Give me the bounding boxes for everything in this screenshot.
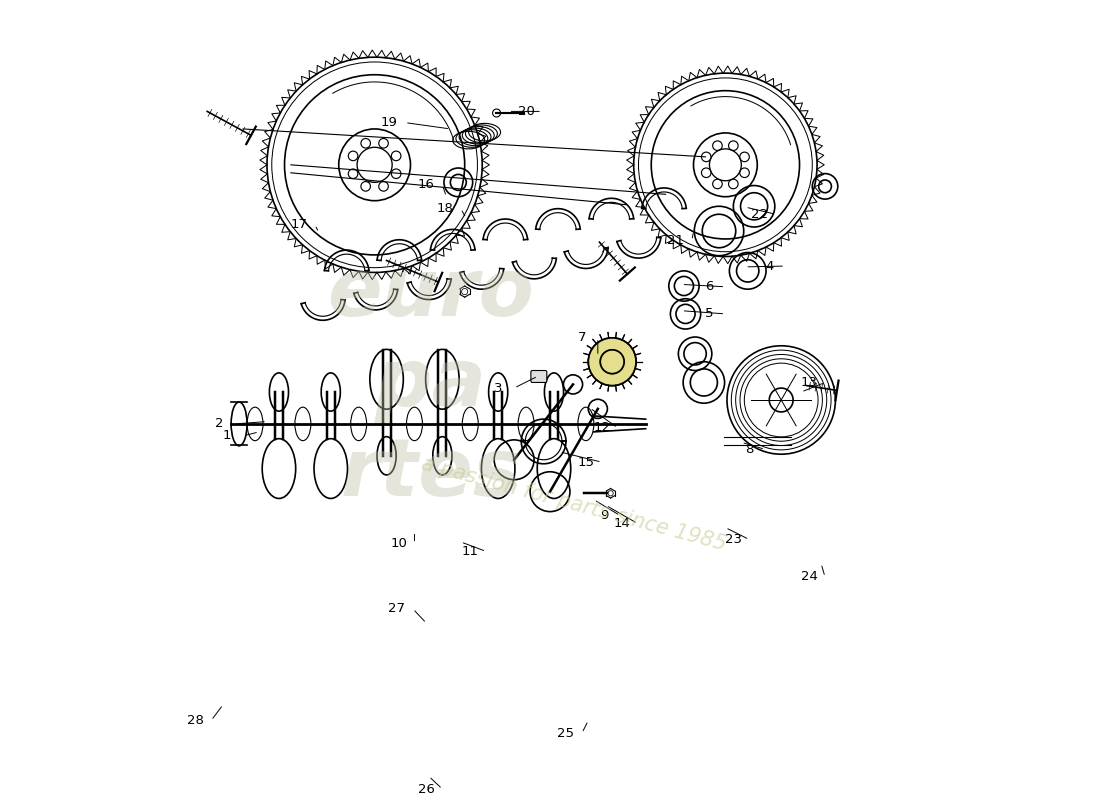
Text: 10: 10 bbox=[390, 537, 407, 550]
Text: 7: 7 bbox=[578, 331, 586, 344]
Text: 25: 25 bbox=[558, 726, 574, 740]
Text: 8: 8 bbox=[745, 443, 754, 456]
Text: 27: 27 bbox=[388, 602, 406, 615]
Text: 9: 9 bbox=[600, 509, 608, 522]
Text: 21: 21 bbox=[668, 234, 684, 247]
Text: 13: 13 bbox=[801, 376, 817, 389]
Text: 11: 11 bbox=[462, 545, 478, 558]
Text: 12: 12 bbox=[593, 422, 611, 434]
Text: 18: 18 bbox=[437, 202, 453, 215]
Text: 5: 5 bbox=[705, 307, 714, 321]
Text: 22: 22 bbox=[751, 208, 768, 221]
Text: 24: 24 bbox=[801, 570, 817, 583]
Text: 2: 2 bbox=[214, 418, 223, 430]
Text: 15: 15 bbox=[578, 456, 594, 469]
Text: euro
pa
rtes: euro pa rtes bbox=[327, 255, 534, 514]
Text: a passion for parts since 1985: a passion for parts since 1985 bbox=[419, 454, 728, 554]
Text: 19: 19 bbox=[381, 116, 397, 129]
Text: 16: 16 bbox=[418, 178, 434, 191]
Text: 20: 20 bbox=[518, 105, 535, 118]
Text: 1: 1 bbox=[223, 430, 231, 442]
Text: 26: 26 bbox=[418, 782, 434, 795]
Circle shape bbox=[588, 338, 636, 386]
Text: 3: 3 bbox=[494, 382, 503, 394]
Text: 23: 23 bbox=[725, 533, 741, 546]
Text: 14: 14 bbox=[614, 517, 630, 530]
Text: 4: 4 bbox=[764, 259, 773, 273]
Text: 6: 6 bbox=[705, 280, 714, 294]
FancyBboxPatch shape bbox=[531, 370, 547, 382]
Text: 17: 17 bbox=[290, 218, 307, 231]
Text: 28: 28 bbox=[187, 714, 204, 727]
